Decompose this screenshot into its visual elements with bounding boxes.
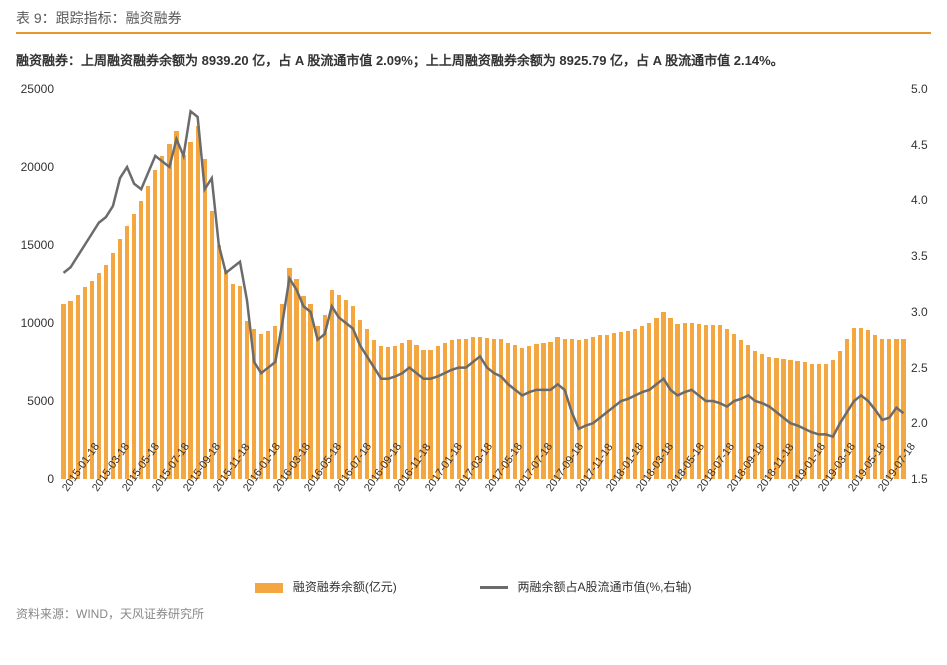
figure-subtitle: 融资融券：上周融资融券余额为 8939.20 亿，占 A 股流通市值 2.09%… [0, 40, 947, 79]
report-figure: 表 9：跟踪指标：融资融券 融资融券：上周融资融券余额为 8939.20 亿，占… [0, 0, 947, 665]
line-series [60, 89, 907, 479]
y-axis-right: 1.52.02.53.03.54.04.55.0 [909, 89, 947, 479]
line-swatch [480, 586, 508, 589]
legend: 融资融券余额(亿元) 两融余额占A股流通市值(%,右轴) [0, 578, 947, 595]
accent-line [16, 32, 931, 34]
x-axis: 2015-01-182015-03-182015-05-182015-07-18… [60, 479, 907, 569]
y-axis-left: 0500010000150002000025000 [0, 89, 58, 479]
plot-area [60, 89, 907, 479]
chart: 0500010000150002000025000 1.52.02.53.03.… [0, 79, 947, 599]
legend-line-label: 两融余额占A股流通市值(%,右轴) [518, 580, 692, 594]
data-source: 资料来源：WIND，天风证券研究所 [0, 599, 947, 622]
legend-bar: 融资融券余额(亿元) [255, 578, 396, 595]
title-bar: 表 9：跟踪指标：融资融券 [0, 0, 947, 40]
legend-bar-label: 融资融券余额(亿元) [293, 580, 397, 594]
legend-line: 两融余额占A股流通市值(%,右轴) [480, 578, 691, 595]
bar-swatch [255, 583, 283, 593]
table-title: 表 9：跟踪指标：融资融券 [16, 8, 931, 28]
